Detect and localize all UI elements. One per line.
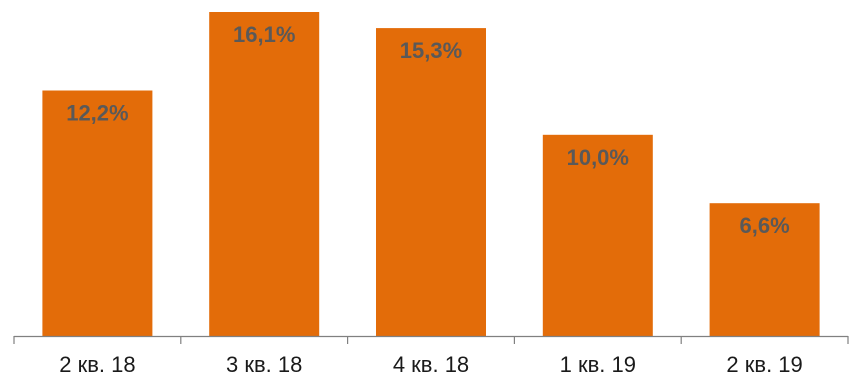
x-tick-label-5: 2 кв. 19	[726, 352, 802, 377]
data-label-3: 15,3%	[400, 38, 462, 63]
x-axis: 2 кв. 18 3 кв. 18 4 кв. 18 1 кв. 19 2 кв. 19	[13, 335, 849, 377]
data-label-2: 16,1%	[233, 22, 295, 47]
bars-layer	[42, 12, 820, 336]
x-tick-label-1: 2 кв. 18	[59, 352, 135, 377]
data-label-5: 6,6%	[740, 213, 790, 238]
data-label-4: 10,0%	[567, 145, 629, 170]
data-label-1: 12,2%	[66, 101, 128, 126]
x-tick-label-4: 1 кв. 19	[560, 352, 636, 377]
bar-2	[209, 12, 320, 336]
bar-1	[42, 90, 153, 336]
bar-4	[542, 134, 653, 336]
x-tick-label-3: 4 кв. 18	[393, 352, 469, 377]
bar-3	[376, 28, 486, 336]
bar-5	[709, 203, 820, 336]
data-labels-layer: 12,2% 16,1% 15,3% 10,0% 6,6%	[66, 22, 789, 238]
x-tick-label-2: 3 кв. 18	[226, 352, 302, 377]
